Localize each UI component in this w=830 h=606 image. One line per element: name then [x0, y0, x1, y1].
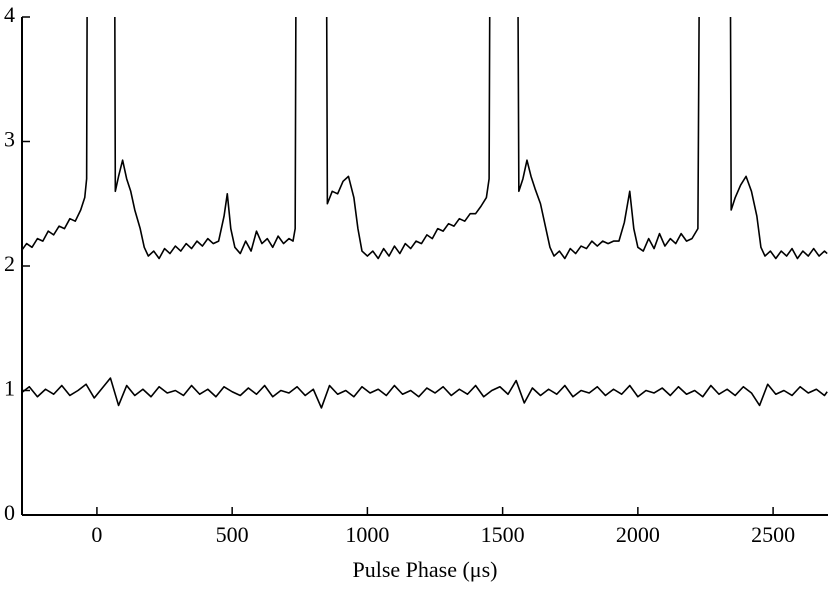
y-tick-label: 4 — [4, 2, 15, 27]
x-tick-label: 0 — [91, 522, 102, 547]
x-tick-label: 1500 — [481, 522, 525, 547]
x-tick-label: 2000 — [616, 522, 660, 547]
y-tick-label: 2 — [4, 251, 15, 276]
x-tick-label: 2500 — [751, 522, 795, 547]
x-tick-label: 1000 — [345, 522, 389, 547]
data-line — [22, 377, 828, 409]
x-tick-label: 500 — [216, 522, 249, 547]
y-tick-label: 0 — [4, 500, 15, 525]
y-tick-label: 3 — [4, 127, 15, 152]
data-line — [22, 17, 828, 260]
y-tick-label: 1 — [4, 376, 15, 401]
x-axis-label: Pulse Phase (μs) — [352, 557, 497, 582]
plot-area — [22, 17, 828, 409]
